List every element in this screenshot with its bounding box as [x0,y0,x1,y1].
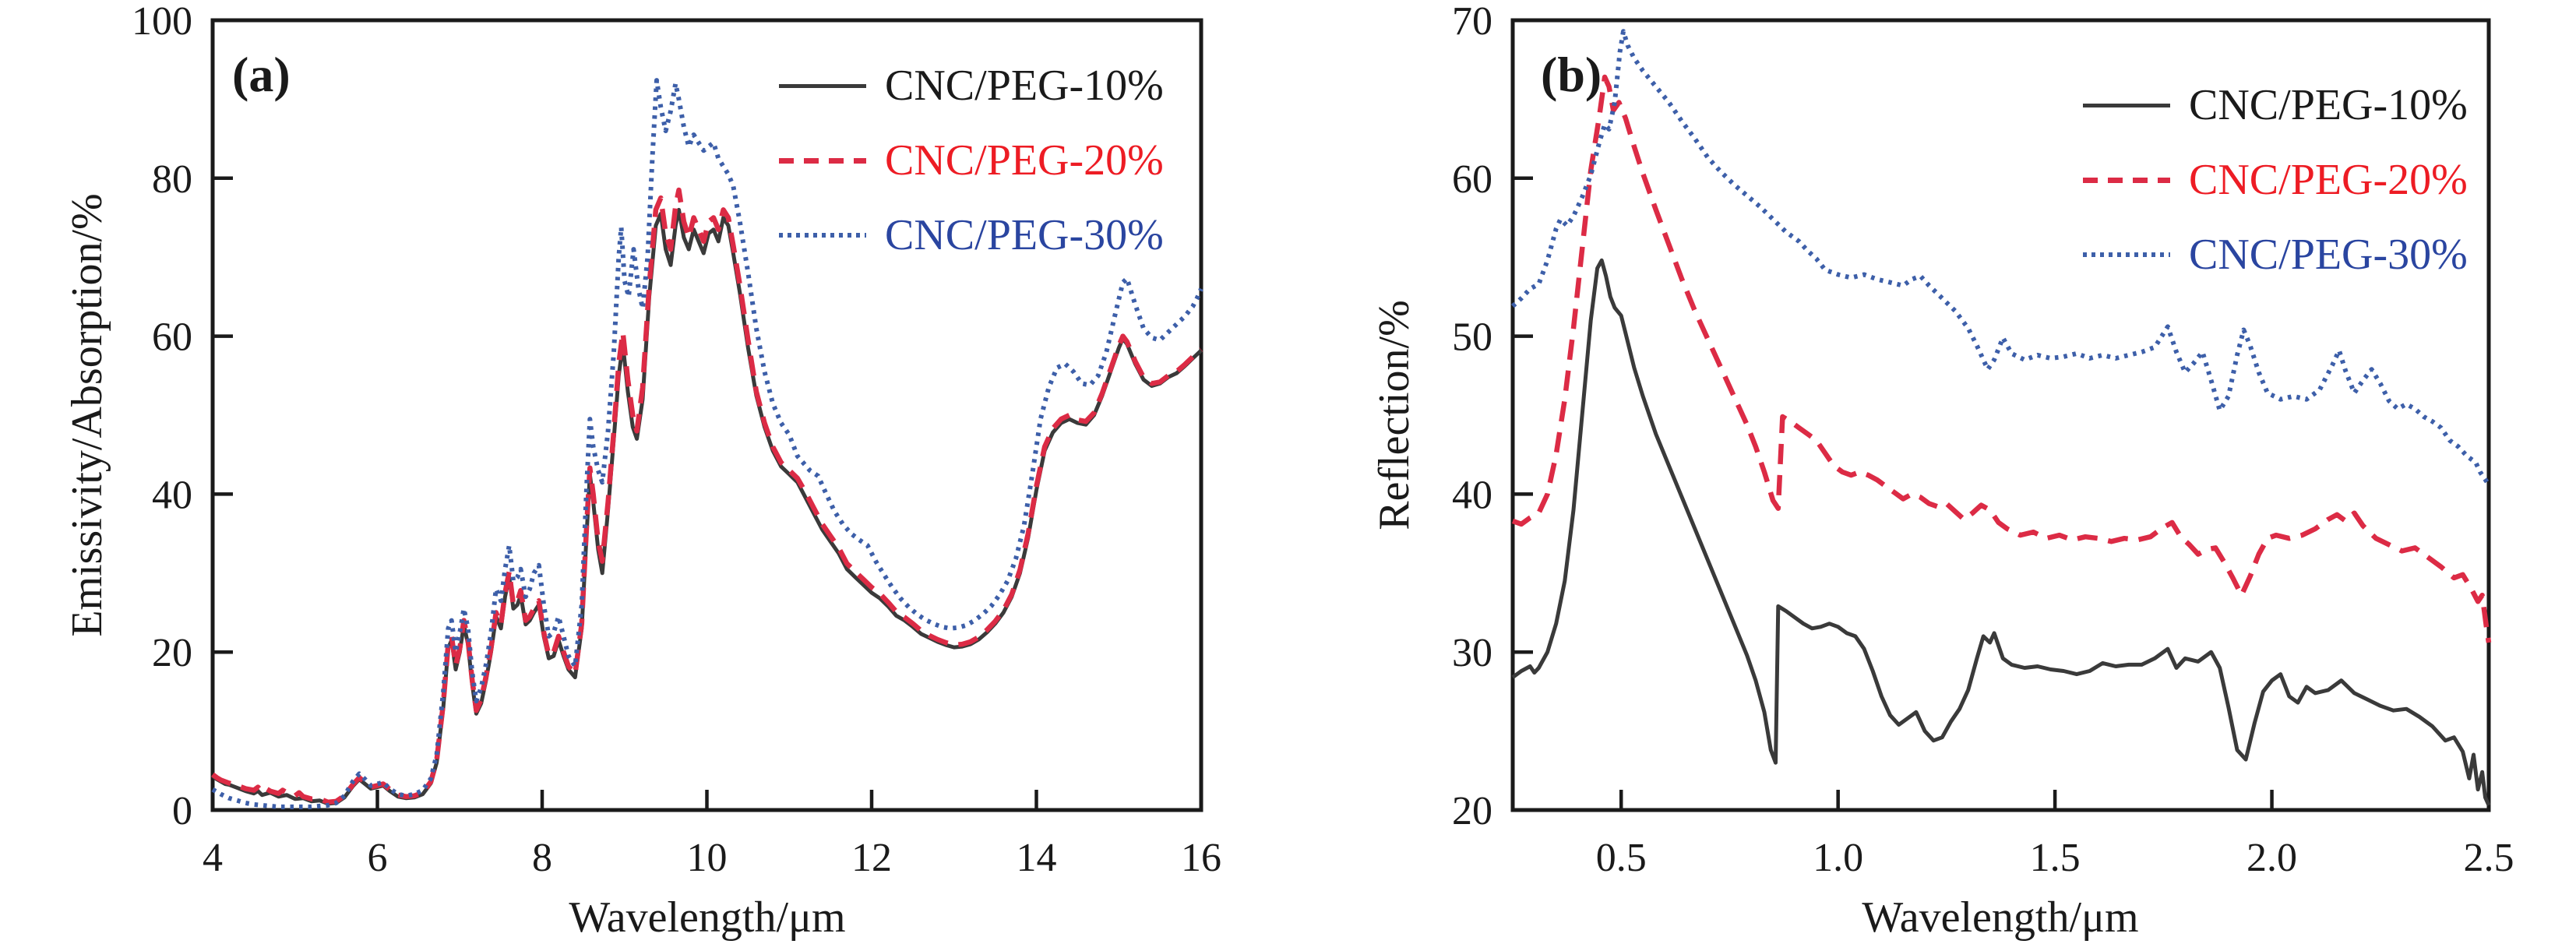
solid-line-sample-icon [2083,103,2170,107]
legend-label: CNC/PEG-20% [885,136,1164,185]
y-tick-label: 70 [1452,0,1492,44]
x-tick-label: 1.5 [2030,836,2081,880]
y-tick-label: 60 [152,315,192,360]
panel-label-a: (a) [232,47,291,102]
x-tick-label: 10 [687,836,728,880]
x-axis-title-a: Wavelength/μm [569,893,846,942]
legend-item: CNC/PEG-30% [779,198,1164,273]
y-tick-label: 40 [152,473,192,517]
series-line-dashed [211,187,1203,805]
x-tick-label: 6 [368,836,388,880]
x-axis-title-b: Wavelength/μm [1862,893,2139,942]
dashed-line-sample-icon [779,157,866,164]
y-tick-label: 40 [1452,473,1492,517]
legend-item: CNC/PEG-10% [2083,68,2468,143]
x-tick-label: 1.0 [1813,836,1863,880]
y-tick-label: 80 [152,157,192,202]
solid-line-sample-icon [779,83,866,88]
y-tick-label: 20 [152,631,192,675]
plot-frame [1510,18,2491,812]
y-tick-label: 60 [1452,157,1492,202]
x-tick-label: 8 [532,836,552,880]
x-tick-label: 4 [203,836,223,880]
panel-label-b: (b) [1541,47,1602,102]
y-tick-label: 20 [1452,789,1492,833]
dotted-line-sample-icon [779,233,866,238]
series-line-dotted [211,78,1203,809]
legend-label: CNC/PEG-20% [2189,156,2468,204]
legend-item: CNC/PEG-20% [2083,143,2468,217]
x-tick-label: 12 [851,836,892,880]
y-tick-label: 50 [1452,315,1492,360]
x-tick-label: 0.5 [1596,836,1647,880]
legend-item: CNC/PEG-10% [779,48,1164,123]
series-line-dashed [1511,74,2492,643]
legend-a: CNC/PEG-10% CNC/PEG-20% CNC/PEG-30% [779,48,1164,273]
y-axis-title-b: Reflection/% [1370,300,1418,530]
y-tick-label: 0 [172,789,192,833]
x-tick-label: 2.0 [2247,836,2297,880]
x-tick-label: 16 [1181,836,1221,880]
legend-label: CNC/PEG-30% [885,211,1164,259]
legend-item: CNC/PEG-30% [2083,217,2468,292]
y-tick-label: 30 [1452,631,1492,675]
x-tick-label: 2.5 [2464,836,2514,880]
series-line-solid [211,207,1203,806]
dashed-line-sample-icon [2083,177,2170,183]
y-axis-title-a: Emissivity/Absorption/% [63,193,111,637]
y-tick-label: 100 [132,0,192,44]
legend-item: CNC/PEG-20% [779,123,1164,198]
series-line-solid [1511,258,2491,806]
legend-label: CNC/PEG-10% [2189,81,2468,129]
legend-label: CNC/PEG-30% [2189,231,2468,279]
x-tick-label: 14 [1017,836,1057,880]
dotted-line-sample-icon [2083,252,2170,257]
legend-b: CNC/PEG-10% CNC/PEG-20% CNC/PEG-30% [2083,68,2468,292]
legend-label: CNC/PEG-10% [885,62,1164,110]
